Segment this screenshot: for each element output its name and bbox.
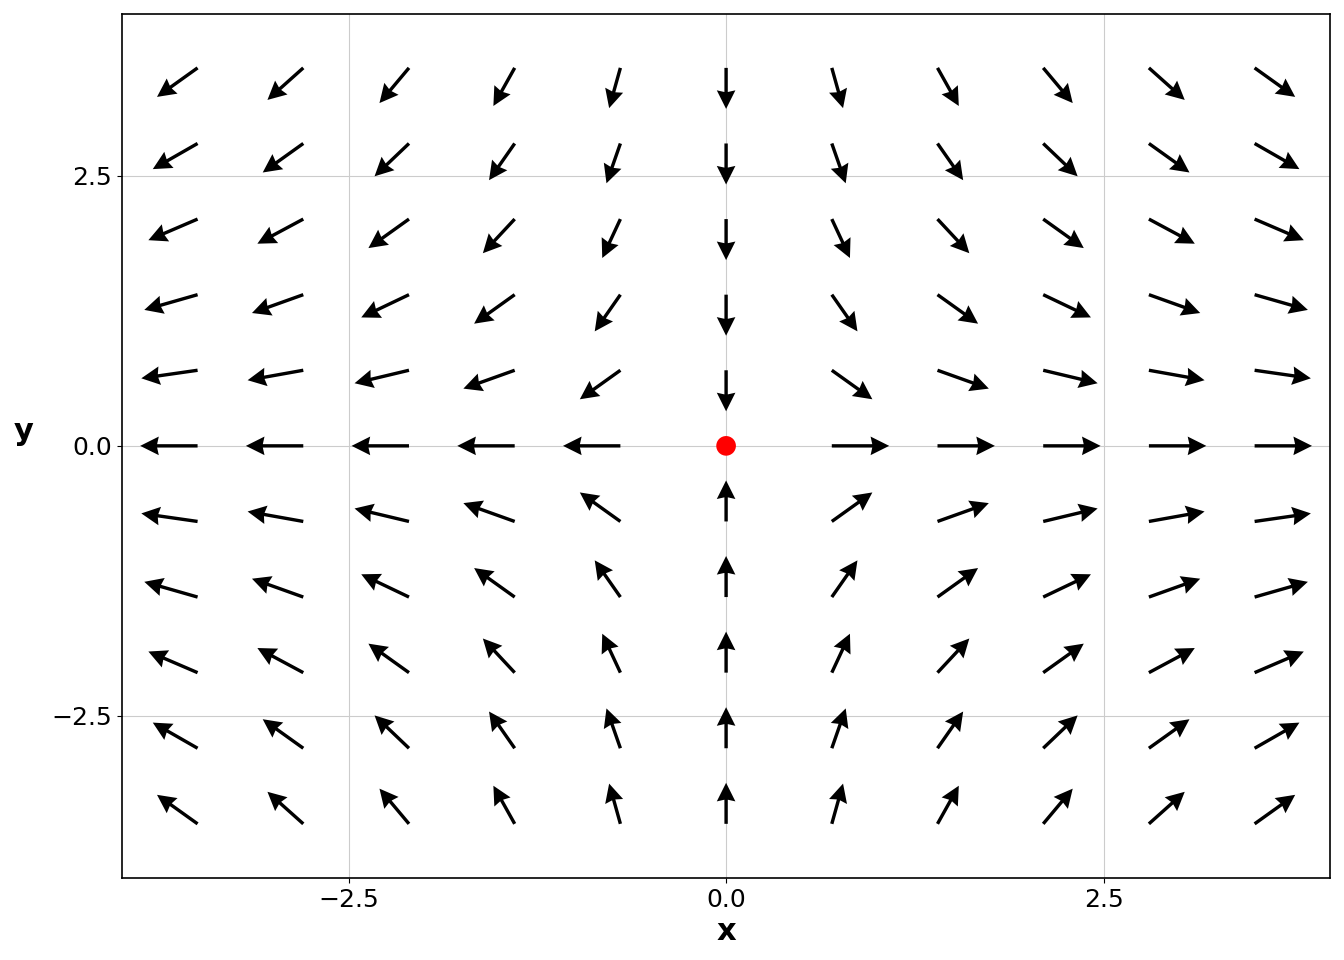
Y-axis label: y: y: [13, 417, 34, 445]
X-axis label: x: x: [716, 917, 737, 947]
Point: [715, 438, 737, 453]
